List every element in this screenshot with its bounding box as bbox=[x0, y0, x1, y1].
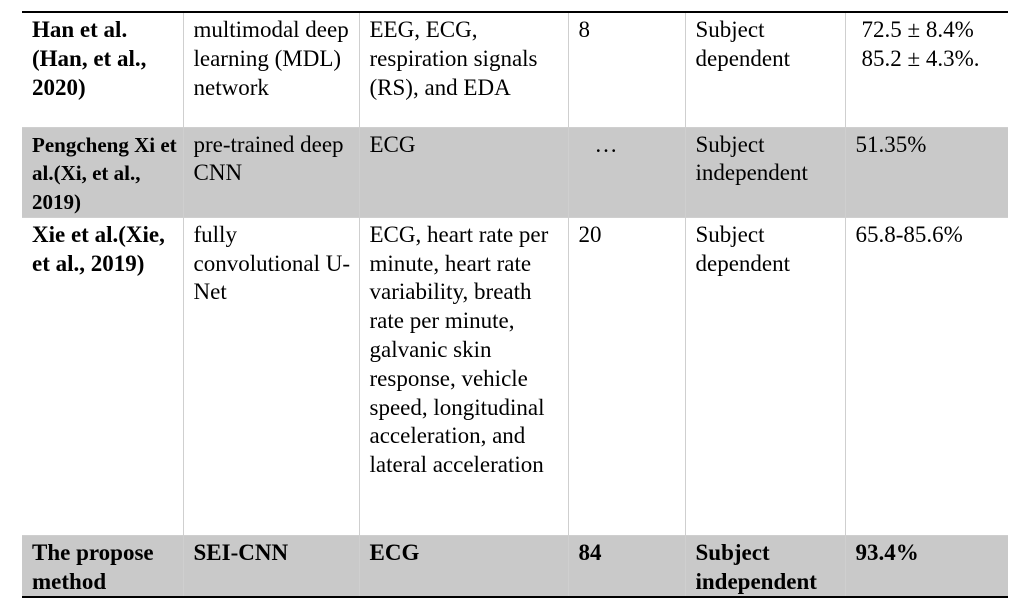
subjects-cell: … bbox=[567, 127, 685, 218]
accuracy-line: 72.5 ± 8.4% bbox=[861, 17, 974, 42]
method-cell: multimodal deep learning (MDL) network bbox=[182, 11, 359, 128]
table-row: The propose method SEI-CNN ECG 84 Subjec… bbox=[22, 535, 1008, 599]
author-cell: Pengcheng Xi et al.(Xi, et al., 2019) bbox=[22, 127, 183, 218]
signals-cell: ECG bbox=[358, 535, 568, 599]
accuracy-cell: 93.4% bbox=[844, 535, 1008, 599]
validation-cell: Subject dependent bbox=[684, 11, 845, 128]
signals-cell: ECG, heart rate per minute, heart rate v… bbox=[358, 217, 568, 536]
accuracy-cell: 72.5 ± 8.4% 85.2 ± 4.3%. bbox=[844, 11, 1008, 128]
accuracy-cell: 65.8-85.6% bbox=[844, 217, 1008, 536]
method-cell: pre-trained deep CNN bbox=[182, 127, 359, 218]
author-cell: The propose method bbox=[22, 535, 183, 599]
method-cell: SEI-CNN bbox=[182, 535, 359, 599]
comparison-table: Han et al.(Han, et al., 2020) multimodal… bbox=[22, 11, 1008, 599]
signals-cell: ECG bbox=[358, 127, 568, 218]
author-cell: Xie et al.(Xie, et al., 2019) bbox=[22, 217, 183, 536]
accuracy-line: 85.2 ± 4.3%. bbox=[861, 45, 980, 71]
signals-cell: EEG, ECG, respiration signals (RS), and … bbox=[358, 11, 568, 128]
table-row: Han et al.(Han, et al., 2020) multimodal… bbox=[22, 11, 1008, 128]
author-cell: Han et al.(Han, et al., 2020) bbox=[22, 11, 183, 128]
validation-cell: Subject dependent bbox=[684, 217, 845, 536]
subjects-cell: 84 bbox=[567, 535, 685, 599]
validation-cell: Subject independent bbox=[684, 535, 845, 599]
subjects-cell: 20 bbox=[567, 217, 685, 536]
method-cell: fully convolutional U-Net bbox=[182, 217, 359, 536]
validation-cell: Subject independent bbox=[684, 127, 845, 218]
table-container: Han et al.(Han, et al., 2020) multimodal… bbox=[22, 11, 1008, 599]
table-row: Pengcheng Xi et al.(Xi, et al., 2019) pr… bbox=[22, 127, 1008, 218]
accuracy-cell: 51.35% bbox=[844, 127, 1008, 218]
subjects-cell: 8 bbox=[567, 11, 685, 128]
table-row: Xie et al.(Xie, et al., 2019) fully conv… bbox=[22, 217, 1008, 536]
